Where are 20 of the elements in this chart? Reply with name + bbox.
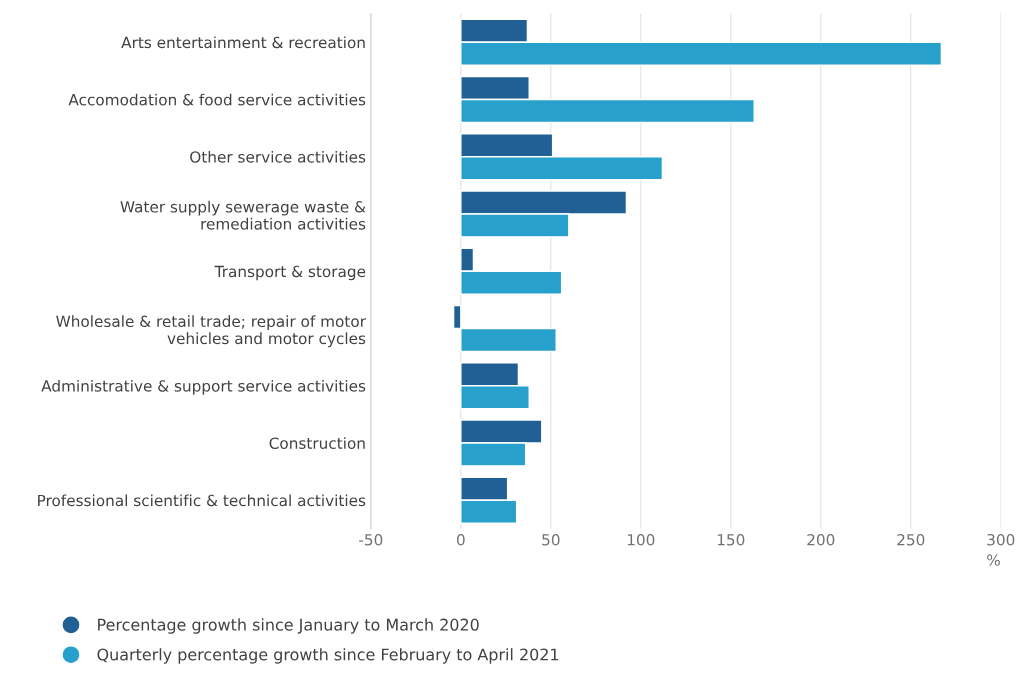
y-tick-label: Wholesale & retail trade; repair of motor vehicles and motor cycles: [56, 315, 366, 348]
x-tick-label: -50: [359, 533, 383, 546]
y-tick-label: Administrative & support service activities: [41, 379, 366, 395]
x-tick-label: 250: [897, 533, 925, 546]
legend-label: Quarterly percentage growth since February to April 2021: [97, 648, 559, 664]
x-tick-label: 50: [542, 533, 560, 546]
x-axis-title: %: [987, 554, 1000, 566]
legend-label: Percentage growth since January to March 2020: [98, 618, 479, 634]
x-tick-label: 200: [807, 533, 835, 546]
y-tick-label: Accomodation & food service activities: [68, 93, 366, 106]
y-tick-label: Professional scientific & technical activities: [38, 494, 366, 507]
x-tick-label: 150: [717, 533, 745, 546]
y-tick-label: Construction: [269, 437, 365, 449]
y-tick-label: Arts entertainment & recreation: [121, 36, 365, 49]
y-tick-label: Transport & storage: [214, 265, 366, 281]
y-tick-label: Other service activities: [190, 150, 366, 163]
x-tick-label: 100: [627, 533, 655, 546]
x-tick-label: 0: [456, 533, 465, 546]
x-tick-label: 300: [987, 533, 1015, 546]
y-tick-label: Water supply sewerage waste & remediation activities: [120, 200, 366, 230]
